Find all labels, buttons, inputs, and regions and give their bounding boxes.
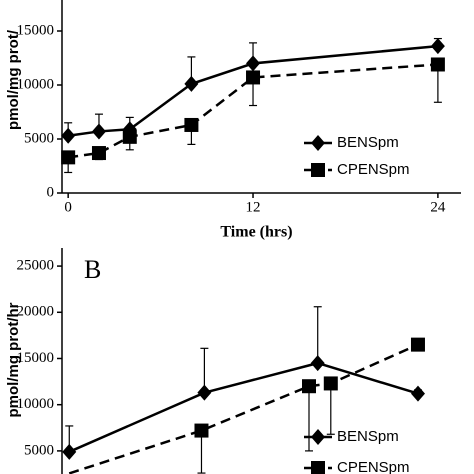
legend-label: CPENSpm [337,161,410,178]
y-axis-label: pmol/mg prot/hr [5,302,22,417]
y-tick-label: 15000 [17,22,55,38]
marker [246,55,261,72]
x-axis-label: Time (hrs) [220,224,292,241]
panel: 5000 10000 15000 20000 25000 pmol/mg prot/hr B… [5,248,425,474]
y-tick-label: 10000 [17,76,55,92]
marker [61,127,76,144]
marker [184,117,199,132]
y-tick-label: 0 [47,184,55,200]
marker [410,337,425,352]
panel-label: B [84,255,101,284]
marker [430,38,445,55]
y-tick-label: 5000 [24,130,54,146]
marker [62,443,77,460]
marker [246,70,261,85]
marker [410,385,425,402]
legend-marker [311,135,325,151]
x-tick-label: 12 [246,199,261,215]
legend-label: BENSpm [337,428,399,445]
y-axis-label: pmol/mg prot/ [5,29,22,130]
marker [302,379,316,394]
legend-label: BENSpm [337,134,399,151]
marker [122,129,137,144]
y-tick-label: 15000 [17,350,55,366]
legend-marker [311,429,325,445]
legend-marker [311,461,325,474]
y-tick-label: 10000 [17,396,55,412]
marker [323,376,338,391]
marker [184,75,199,92]
marker [310,355,325,372]
y-tick-label: 20000 [17,304,55,320]
plot-area [62,306,425,474]
y-tick-label: 5000 [24,442,54,458]
plot-area [61,37,445,174]
panel: 0 5000 10000 15000 0 12 24 Time (hrs) pmol/mg pr… [5,0,461,241]
series-line [68,361,419,453]
legend-marker [311,163,325,177]
marker [91,123,106,140]
series-line [63,343,419,474]
marker [430,57,445,72]
legend-label: CPENSpm [337,459,410,474]
marker [197,384,212,401]
marker [91,146,106,161]
marker [194,423,209,438]
marker [61,150,76,165]
x-tick-label: 0 [64,199,72,215]
x-tick-label: 24 [430,199,446,215]
y-tick-label: 25000 [17,258,55,274]
